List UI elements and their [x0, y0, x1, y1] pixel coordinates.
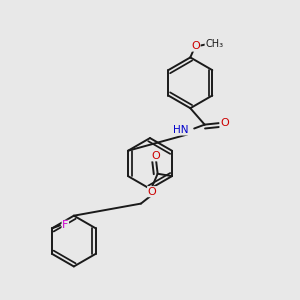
Text: O: O [148, 187, 156, 197]
Text: HN: HN [173, 125, 188, 135]
Text: F: F [62, 220, 68, 230]
Text: O: O [151, 151, 160, 161]
Text: O: O [220, 118, 229, 128]
Text: O: O [191, 41, 200, 51]
Text: CH₃: CH₃ [205, 39, 223, 49]
